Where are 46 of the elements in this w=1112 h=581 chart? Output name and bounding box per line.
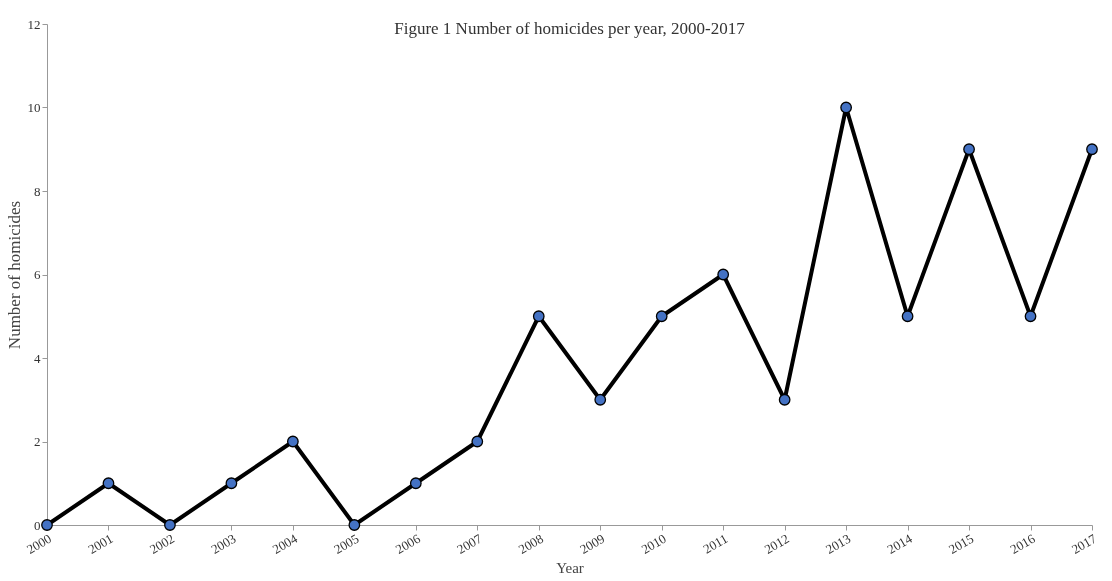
point bbox=[409, 477, 422, 490]
point bbox=[655, 310, 668, 323]
chart-title: Figure 1 Number of homicides per year, 2000-2017 bbox=[394, 19, 746, 38]
y-tick-label: 10 bbox=[27, 100, 41, 115]
x-tick-label: 2013 bbox=[823, 530, 854, 557]
x-axis-title: Year bbox=[556, 559, 584, 576]
x-tick-label: 2016 bbox=[1007, 530, 1038, 557]
point bbox=[164, 519, 176, 531]
point bbox=[840, 101, 853, 114]
x-tick-label: 2001 bbox=[85, 530, 116, 557]
x-tick-label: 2005 bbox=[331, 530, 362, 557]
point bbox=[963, 143, 975, 156]
x-tick-label: 2017 bbox=[1068, 530, 1100, 557]
x-tick-label: 2011 bbox=[700, 530, 731, 557]
x-tick-label: 2010 bbox=[638, 530, 669, 557]
point bbox=[1024, 310, 1037, 323]
point bbox=[225, 477, 238, 490]
point bbox=[41, 519, 53, 531]
point bbox=[532, 310, 545, 323]
x-tick-label: 2008 bbox=[515, 530, 546, 557]
y-axis-title: Number of homicides bbox=[4, 200, 24, 350]
x-tick-label: 2009 bbox=[577, 530, 608, 557]
x-tick-label: 2004 bbox=[269, 530, 301, 557]
point bbox=[102, 477, 115, 490]
y-tick-label: 4 bbox=[34, 350, 41, 366]
point bbox=[1086, 143, 1098, 156]
point bbox=[348, 519, 361, 531]
x-tick-label: 2014 bbox=[884, 530, 916, 557]
point bbox=[717, 268, 730, 281]
point bbox=[471, 435, 484, 448]
x-tick-label: 2007 bbox=[454, 530, 485, 557]
point bbox=[594, 393, 607, 406]
x-tick-label: 2006 bbox=[392, 530, 424, 557]
x-tick-label: 2015 bbox=[946, 530, 977, 557]
y-tick-label: 2 bbox=[34, 434, 41, 449]
x-tick-label: 2012 bbox=[761, 530, 792, 557]
x-tick-label: 2002 bbox=[146, 530, 177, 557]
x-tick-label: 2000 bbox=[23, 530, 54, 557]
point bbox=[286, 435, 299, 448]
x-tick-label: 2003 bbox=[208, 530, 239, 557]
y-tick-label: 8 bbox=[34, 183, 41, 199]
y-tick-label: 0 bbox=[34, 517, 41, 533]
y-tick-label: 12 bbox=[27, 16, 41, 32]
point bbox=[778, 393, 791, 406]
point bbox=[901, 310, 914, 323]
y-tick-label: 6 bbox=[34, 267, 41, 282]
